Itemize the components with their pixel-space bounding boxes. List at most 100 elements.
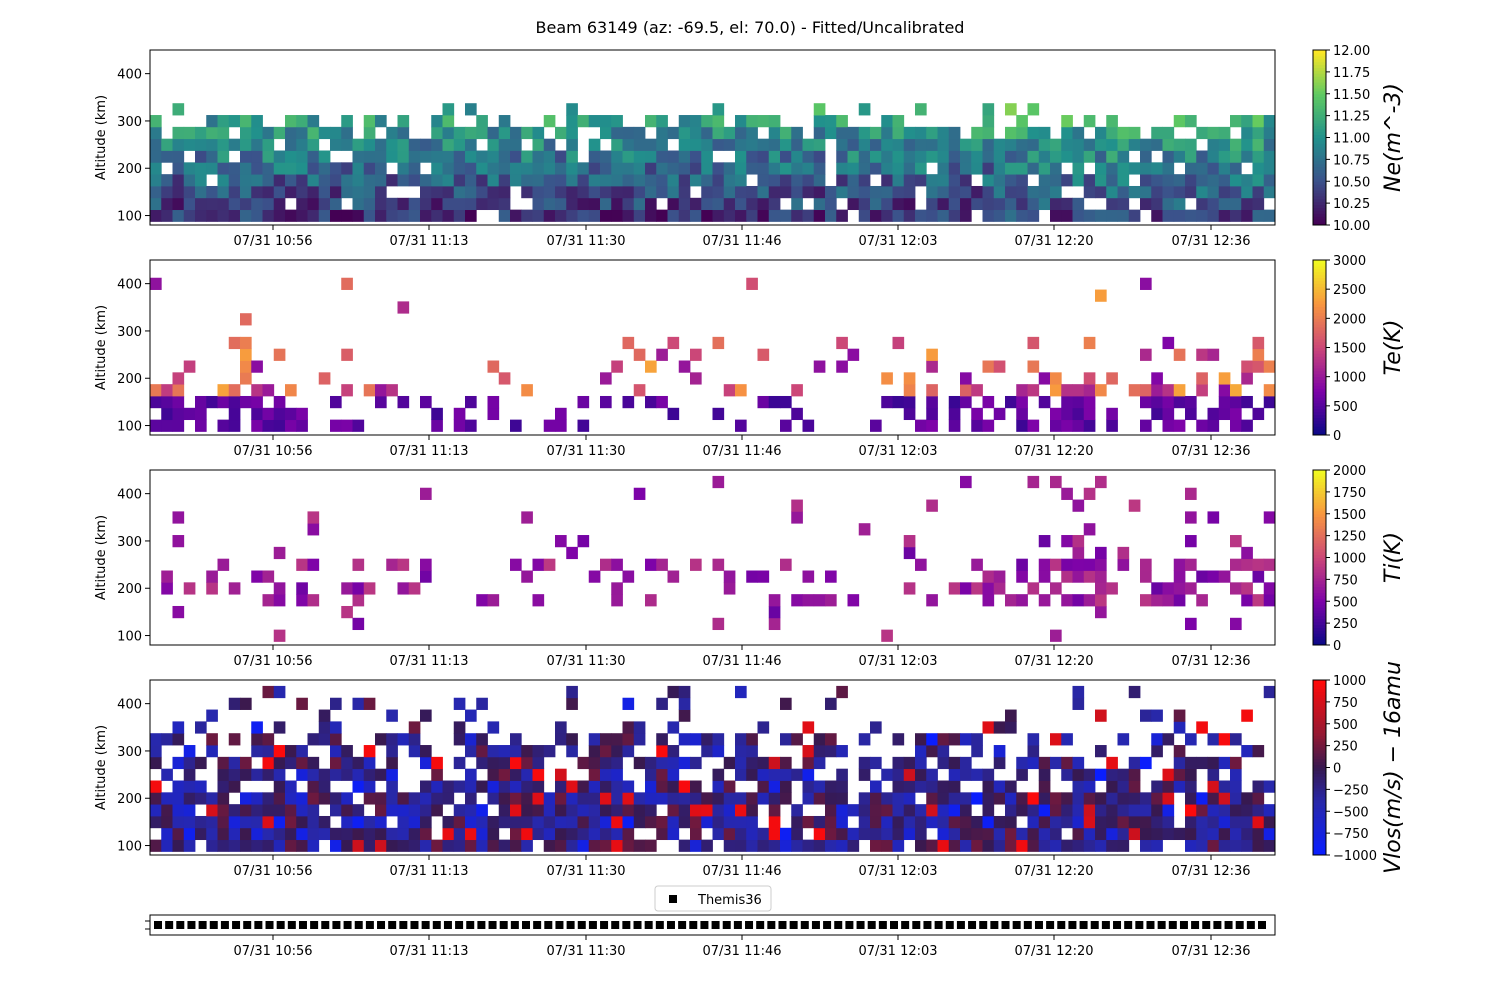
legend-box [654,885,772,912]
ne-cell [892,126,905,140]
colorbar-gradient [1313,262,1326,267]
vlos-cell [1230,768,1242,781]
ne-cell [217,115,230,128]
x-tick-label: 07/31 12:36 [1171,444,1250,459]
colorbar-gradient [1313,408,1326,413]
ne-cell [1061,174,1073,187]
ti-cell [487,594,500,607]
ne-cell [150,162,162,175]
colorbar-tick-label: −1000 [1333,849,1377,864]
ne-cell [251,115,263,128]
themis-marker [956,921,965,929]
ne-cell [465,150,477,163]
ti-cell [611,558,623,571]
ti-cell [1050,475,1062,489]
vlos-cell [453,756,466,770]
colorbar-gradient [1313,192,1326,197]
vlos-cell [307,733,320,746]
vlos-cell [588,756,601,770]
colorbar-gradient [1313,335,1326,340]
vlos-cell [622,839,635,852]
colorbar-gradient [1313,750,1326,754]
ne-cell [678,138,691,151]
vlos-cell [330,804,342,817]
colorbar-gradient [1313,697,1326,701]
ne-cell [1185,115,1197,128]
vlos-cell [240,697,252,710]
vlos-cell [150,780,162,793]
te-cell [1173,395,1186,409]
themis-marker [522,921,530,929]
vlos-cell [341,839,353,852]
colorbar-tick-label: 11.75 [1333,66,1370,81]
vlos-cell [588,733,601,746]
vlos-cell [633,733,646,746]
ne-cell [588,115,601,128]
vlos-cell [678,685,691,699]
vlos-cell [397,815,410,829]
vlos-cell [1218,827,1231,841]
ti-cell [262,594,275,607]
vlos-cell [296,792,308,805]
vlos-cell [273,792,286,805]
vlos-cell [150,756,162,770]
colorbar-gradient [1313,636,1326,640]
colorbar-gradient [1313,338,1326,343]
vlos-cell [431,839,443,852]
vlos-cell [656,768,668,781]
themis-marker [1124,921,1133,929]
ti-cell [858,523,871,536]
te-cell [228,419,241,432]
colorbar-gradient [1313,513,1326,518]
ti-cell [667,570,680,583]
ne-cell [847,174,860,187]
vlos-cell [870,815,882,829]
themis-marker [165,921,174,929]
colorbar-gradient [1313,540,1326,544]
ne-cell [172,138,185,151]
ne-cell [318,150,331,163]
vlos-cell [858,827,871,841]
vlos-cell [195,780,207,793]
themis-marker [510,921,519,929]
themis-marker [187,921,196,929]
vlos-cell [1207,756,1220,770]
ti-cell [251,570,263,583]
te-cell [1016,395,1028,409]
themis-marker [1023,921,1032,929]
y-tick-label: 300 [117,535,142,550]
ne-cell [172,174,185,187]
vlos-cell [341,792,353,805]
ne-cell [408,150,421,163]
vlos-cell [903,780,916,793]
colorbar-tick-label: −750 [1333,827,1369,842]
vlos-cell [622,733,635,746]
ti-cell [768,617,781,631]
vlos-cell [982,804,995,817]
ne-cell [588,138,601,151]
vlos-cell [723,804,736,817]
te-cell [892,336,905,350]
ne-cell [183,126,196,140]
vlos-cell [633,839,646,852]
colorbar-gradient [1313,181,1326,185]
vlos-cell [1016,804,1028,817]
ti-cell [971,558,983,571]
colorbar-tick-label: 250 [1333,740,1358,755]
ne-cell [296,185,308,199]
te-cell [712,407,725,421]
ne-cell [1185,174,1197,187]
vlos-cell [1095,709,1107,722]
vlos-cell [577,804,590,817]
ti-axes-frame [149,469,1276,646]
ne-cell [881,174,893,187]
te-cell [251,395,263,409]
x-tick-label: 07/31 11:46 [702,654,781,669]
colorbar-gradient [1313,680,1326,684]
ne-cell [1252,115,1265,128]
vlos-cell [510,839,522,852]
ne-cell [442,185,455,199]
te-cell [1005,395,1017,409]
vlos-cell [330,768,342,781]
vlos-cell [813,733,826,746]
